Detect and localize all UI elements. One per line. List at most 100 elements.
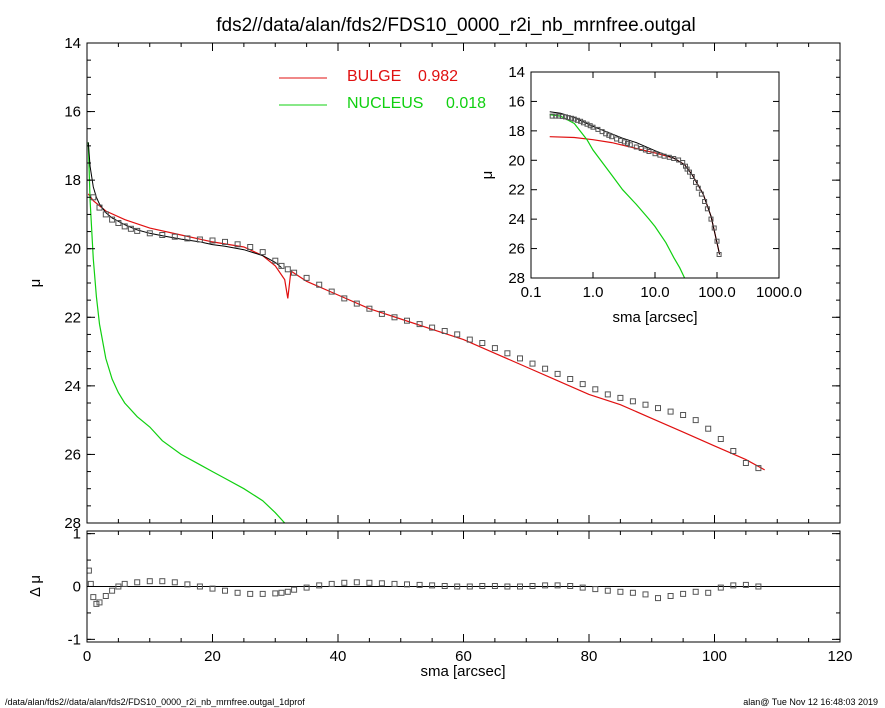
inset-xlabel: sma [arcsec]: [612, 309, 697, 326]
residual-residual-point: [378, 580, 385, 587]
inset-ylabel: μ: [479, 171, 496, 180]
inset-total-model-line: [549, 111, 721, 255]
main-data-point: [441, 328, 448, 334]
main-data-point: [127, 225, 134, 232]
inset-data-point: [704, 206, 710, 212]
inset-ytick-label: 24: [508, 211, 525, 228]
main-data-point: [284, 266, 291, 273]
inset-xtick-label: 100.0: [698, 284, 736, 301]
residual-residual-point: [517, 583, 523, 590]
residual-residual-point: [247, 590, 254, 597]
main-data-point: [353, 300, 360, 307]
footer-timestamp: alan@ Tue Nov 12 16:48:03 2019: [743, 697, 878, 707]
main-data-point: [680, 412, 687, 418]
residual-ytick-label: 0: [73, 579, 81, 596]
residual-residual-point: [705, 589, 712, 596]
residual-residual-point: [196, 583, 203, 590]
legend-label-bulge: BULGE: [347, 68, 401, 85]
residual-residual-point: [303, 584, 310, 591]
residual-residual-point: [316, 582, 323, 589]
main-ytick-label: 18: [64, 172, 81, 189]
main-data-point: [184, 235, 191, 242]
residual-residual-point: [109, 587, 116, 594]
main-data-point: [378, 310, 385, 317]
inset-data-point: [563, 114, 568, 120]
residual-residual-point: [692, 588, 699, 595]
residual-residual-point: [96, 599, 103, 606]
inset-data-point: [671, 156, 677, 161]
inset-ytick-label: 28: [508, 270, 525, 287]
inset-data-point: [693, 179, 698, 185]
residual-residual-point: [441, 583, 448, 589]
residual-residual-point: [742, 581, 749, 588]
residual-residual-point: [579, 584, 586, 591]
main-data-point: [692, 417, 699, 424]
residual-clip-group: [87, 567, 762, 607]
residual-residual-point: [234, 589, 241, 596]
inset-clip-group: [549, 111, 722, 278]
inset-data-point: [571, 116, 577, 122]
residual-residual-point: [567, 583, 574, 589]
main-data-point: [303, 274, 310, 281]
legend-value-nucleus: 0.018: [446, 95, 486, 112]
main-data-point: [134, 227, 141, 234]
inset-background: [531, 72, 779, 278]
main-data-point: [196, 236, 203, 243]
footer-path: /data/alan/fds2//data/alan/fds2/FDS10_00…: [5, 697, 305, 707]
main-data-point: [567, 376, 574, 382]
inset-data-point: [574, 117, 580, 123]
main-data-point: [96, 204, 103, 211]
main-clip-group: [87, 142, 765, 523]
residual-residual-point: [479, 583, 486, 589]
chart-title: fds2//data/alan/fds2/FDS10_0000_r2i_nb_m…: [216, 15, 696, 36]
residual-residual-point: [604, 587, 611, 594]
residual-xtick-label: 80: [581, 648, 598, 665]
inset-data-point: [627, 142, 633, 148]
residual-residual-point: [93, 600, 100, 607]
residual-xlabel: sma [arcsec]: [420, 663, 505, 680]
residual-residual-point: [429, 582, 436, 589]
main-data-point: [491, 345, 498, 352]
main-data-point: [391, 314, 398, 321]
main-data-point: [705, 425, 712, 432]
inset-data-point: [711, 225, 717, 231]
residual-residual-point: [529, 583, 536, 589]
residual-residual-point: [629, 589, 636, 596]
inset-data-point: [646, 149, 652, 154]
main-data-point: [109, 216, 116, 223]
residual-residual-point: [592, 586, 599, 593]
residual-residual-point: [184, 581, 191, 588]
residual-residual-point: [454, 583, 461, 590]
main-data-point: [717, 436, 724, 442]
residual-residual-point: [404, 581, 410, 588]
residual-residual-point: [341, 579, 348, 586]
main-data-point: [454, 331, 461, 338]
residual-residual-point: [159, 578, 166, 585]
residual-residual-point: [504, 583, 511, 590]
residual-residual-point: [115, 583, 122, 590]
inset-ytick-label: 26: [508, 241, 525, 258]
inset-data-point: [695, 185, 701, 191]
residual-residual-point: [466, 583, 473, 590]
main-ytick-label: 22: [64, 309, 81, 326]
residual-residual-point: [353, 579, 360, 586]
main-data-point: [115, 220, 122, 226]
main-bulge-line: [87, 193, 765, 471]
residual-residual-point: [272, 590, 279, 597]
residual-residual-point: [146, 578, 153, 585]
legend: BULGE 0.982 NUCLEUS 0.018: [279, 68, 486, 112]
main-data-point: [146, 230, 153, 237]
inset-data-point: [625, 140, 630, 146]
residual-residual-point: [717, 584, 724, 591]
residual-xtick-label: 100: [702, 648, 727, 665]
residual-residual-point: [291, 586, 298, 593]
residual-residual-point: [171, 579, 178, 586]
residual-residual-point: [278, 589, 285, 596]
main-ytick-label: 28: [64, 515, 81, 532]
main-data-point: [755, 465, 762, 472]
main-ytick-label: 14: [64, 35, 81, 52]
main-data-point: [278, 262, 285, 269]
inset-data-point: [687, 169, 692, 175]
main-data-point: [504, 350, 511, 357]
inset-data-point: [689, 174, 695, 179]
